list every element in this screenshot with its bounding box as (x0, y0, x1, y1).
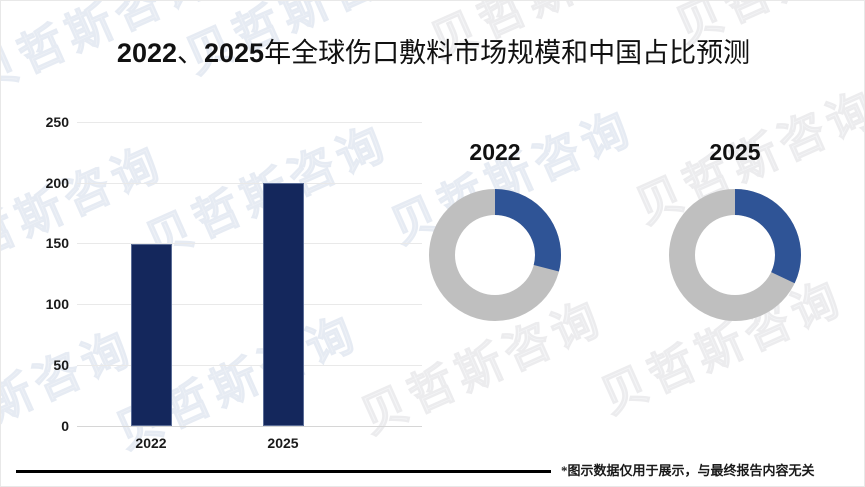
footer-divider (16, 470, 551, 473)
y-axis-tick-250: 250 (45, 114, 69, 130)
y-axis-tick-50: 50 (53, 357, 69, 373)
donut-title-2025: 2025 (709, 139, 761, 165)
title-year-1: 2022 (116, 38, 177, 68)
gridline-250 (77, 122, 422, 123)
page-title: 2022、2025年全球伤口敷料市场规模和中国占比预测 (1, 31, 864, 70)
bar-2025[interactable] (263, 182, 304, 426)
gridline-100 (77, 304, 422, 305)
gridline-200 (77, 183, 422, 184)
donut-2022-china-slice (429, 189, 561, 321)
footnote-text: *图示数据仅用于展示，与最终报告内容无关 (561, 463, 815, 478)
x-axis-line (77, 426, 422, 427)
donut-chart-2025: 2025 (655, 131, 815, 351)
y-axis-tick-100: 100 (45, 296, 69, 312)
title-rest: 年全球伤口敷料市场规模和中国占比预测 (264, 38, 751, 68)
title-separator: 、 (177, 38, 204, 68)
donut-chart-2022: 2022 (415, 131, 575, 351)
y-axis-tick-150: 150 (45, 235, 69, 251)
gridline-50 (77, 365, 422, 366)
x-axis-label-2025: 2025 (267, 435, 299, 451)
donut-2025-svg (669, 189, 801, 321)
donut-2022-svg (429, 189, 561, 321)
bar-2022[interactable] (131, 243, 172, 426)
donut-title-2022: 2022 (469, 139, 521, 165)
gridline-150 (77, 243, 422, 244)
y-axis-tick-200: 200 (45, 175, 69, 191)
donut-2025-china-slice (669, 189, 801, 321)
title-year-2: 2025 (204, 38, 265, 68)
bar-chart: 250 200 150 100 50 0 2022 2025 (1, 1, 422, 461)
x-axis-label-2022: 2022 (135, 435, 167, 451)
y-axis-tick-0: 0 (61, 418, 69, 434)
